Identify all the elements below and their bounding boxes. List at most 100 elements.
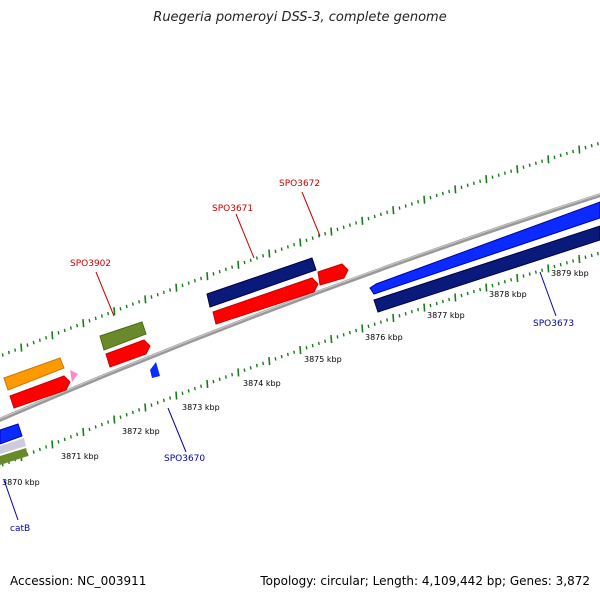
tick-mark xyxy=(522,165,525,169)
tick-mark xyxy=(305,238,308,243)
tick-mark xyxy=(286,245,289,249)
scale-label: 3879 kbp xyxy=(551,269,589,278)
tick-mark xyxy=(243,368,246,372)
gene-red-spo3902[interactable] xyxy=(105,339,151,368)
tick-mark xyxy=(82,319,85,328)
tick-mark xyxy=(460,185,463,190)
scale-label: 3873 kbp xyxy=(182,403,220,412)
tick-mark xyxy=(94,316,97,321)
tick-mark xyxy=(324,339,327,343)
tick-mark xyxy=(138,299,141,304)
tick-mark xyxy=(460,293,463,298)
tick-mark xyxy=(553,264,556,269)
tick-mark xyxy=(237,368,240,377)
gene-grey-catb[interactable] xyxy=(0,438,26,454)
tick-mark xyxy=(206,379,209,388)
gene-blue-catb[interactable] xyxy=(0,423,23,445)
gene-olive-catb[interactable] xyxy=(0,448,28,465)
scale-label: 3877 kbp xyxy=(427,311,465,320)
tick-mark xyxy=(14,348,17,352)
tick-mark xyxy=(559,262,562,267)
tick-mark xyxy=(150,295,153,299)
tick-mark xyxy=(125,413,128,417)
tick-mark xyxy=(324,232,327,236)
scale-label: 3871 kbp xyxy=(61,452,99,461)
tick-mark xyxy=(497,173,500,177)
tick-mark xyxy=(417,307,420,312)
tick-mark xyxy=(317,341,320,346)
gene-blue-spo3673[interactable] xyxy=(369,201,600,295)
tick-mark xyxy=(224,267,227,272)
tick-mark xyxy=(559,153,562,158)
tick-mark xyxy=(596,251,599,256)
tick-mark xyxy=(100,422,103,427)
scale-label: 3876 kbp xyxy=(365,333,403,342)
tick-mark xyxy=(212,379,215,384)
tick-mark xyxy=(311,343,314,348)
tick-mark xyxy=(373,214,376,219)
tick-mark xyxy=(417,200,420,204)
tick-mark xyxy=(404,312,407,316)
tick-mark xyxy=(590,253,593,258)
connector-spo3671 xyxy=(235,213,255,259)
tick-mark xyxy=(572,149,575,154)
gene-navy-spo3673[interactable] xyxy=(373,225,600,313)
tick-mark xyxy=(107,420,110,424)
tick-mark xyxy=(392,313,395,322)
tick-mark xyxy=(355,221,358,225)
tick-mark xyxy=(342,225,345,229)
tick-mark xyxy=(63,328,66,333)
genome-summary: Topology: circular; Length: 4,109,442 bp… xyxy=(260,574,590,588)
gene-blue-small[interactable] xyxy=(150,362,160,378)
tick-mark xyxy=(20,343,23,352)
gene-orange[interactable] xyxy=(3,357,65,391)
connector-spo3670 xyxy=(167,407,187,453)
tick-mark xyxy=(206,272,209,281)
gene-label-catb[interactable]: catB xyxy=(10,524,30,534)
tick-mark xyxy=(330,335,333,344)
gene-red-spo3672[interactable] xyxy=(317,263,349,286)
tick-mark xyxy=(51,331,54,340)
connector-spo3902 xyxy=(95,271,115,317)
tick-mark xyxy=(280,247,283,251)
gene-label-spo3902[interactable]: SPO3902 xyxy=(70,259,111,269)
tick-mark xyxy=(231,372,234,377)
tick-mark xyxy=(590,143,593,148)
tick-mark xyxy=(528,163,531,167)
tick-mark xyxy=(330,227,333,236)
tick-mark xyxy=(138,408,141,412)
tick-mark xyxy=(237,260,240,269)
gene-red-spo3671[interactable] xyxy=(212,277,319,325)
tick-mark xyxy=(113,307,116,316)
tick-mark xyxy=(336,335,339,339)
tick-mark xyxy=(218,269,221,274)
tick-mark xyxy=(479,179,482,183)
tick-mark xyxy=(510,278,513,282)
gene-red-left[interactable] xyxy=(9,375,71,409)
tick-mark xyxy=(516,273,519,282)
gene-label-spo3673[interactable]: SPO3673 xyxy=(533,319,574,329)
tick-mark xyxy=(578,255,581,264)
map-title: Ruegeria pomeroyi DSS-3, complete genome xyxy=(153,10,447,25)
tick-mark xyxy=(32,340,35,345)
gene-label-spo3672[interactable]: SPO3672 xyxy=(279,179,320,189)
tick-mark xyxy=(231,265,234,269)
gene-pink[interactable] xyxy=(70,370,78,382)
gene-olive[interactable] xyxy=(99,321,147,351)
gene-label-spo3671[interactable]: SPO3671 xyxy=(212,204,253,214)
tick-mark xyxy=(32,450,35,454)
tick-mark xyxy=(516,165,519,174)
gene-navy-spo3671[interactable] xyxy=(206,257,317,308)
tick-mark xyxy=(218,377,221,382)
gene-label-spo3670[interactable]: SPO3670 xyxy=(164,454,205,464)
tick-mark xyxy=(423,195,426,204)
tick-mark xyxy=(398,206,401,210)
tick-mark xyxy=(479,287,482,292)
tick-mark xyxy=(286,352,289,357)
tick-mark xyxy=(175,391,178,400)
tick-mark xyxy=(193,279,196,283)
tick-mark xyxy=(1,353,4,357)
tick-mark xyxy=(448,297,451,302)
tick-mark xyxy=(280,354,283,359)
tick-mark xyxy=(528,272,531,276)
